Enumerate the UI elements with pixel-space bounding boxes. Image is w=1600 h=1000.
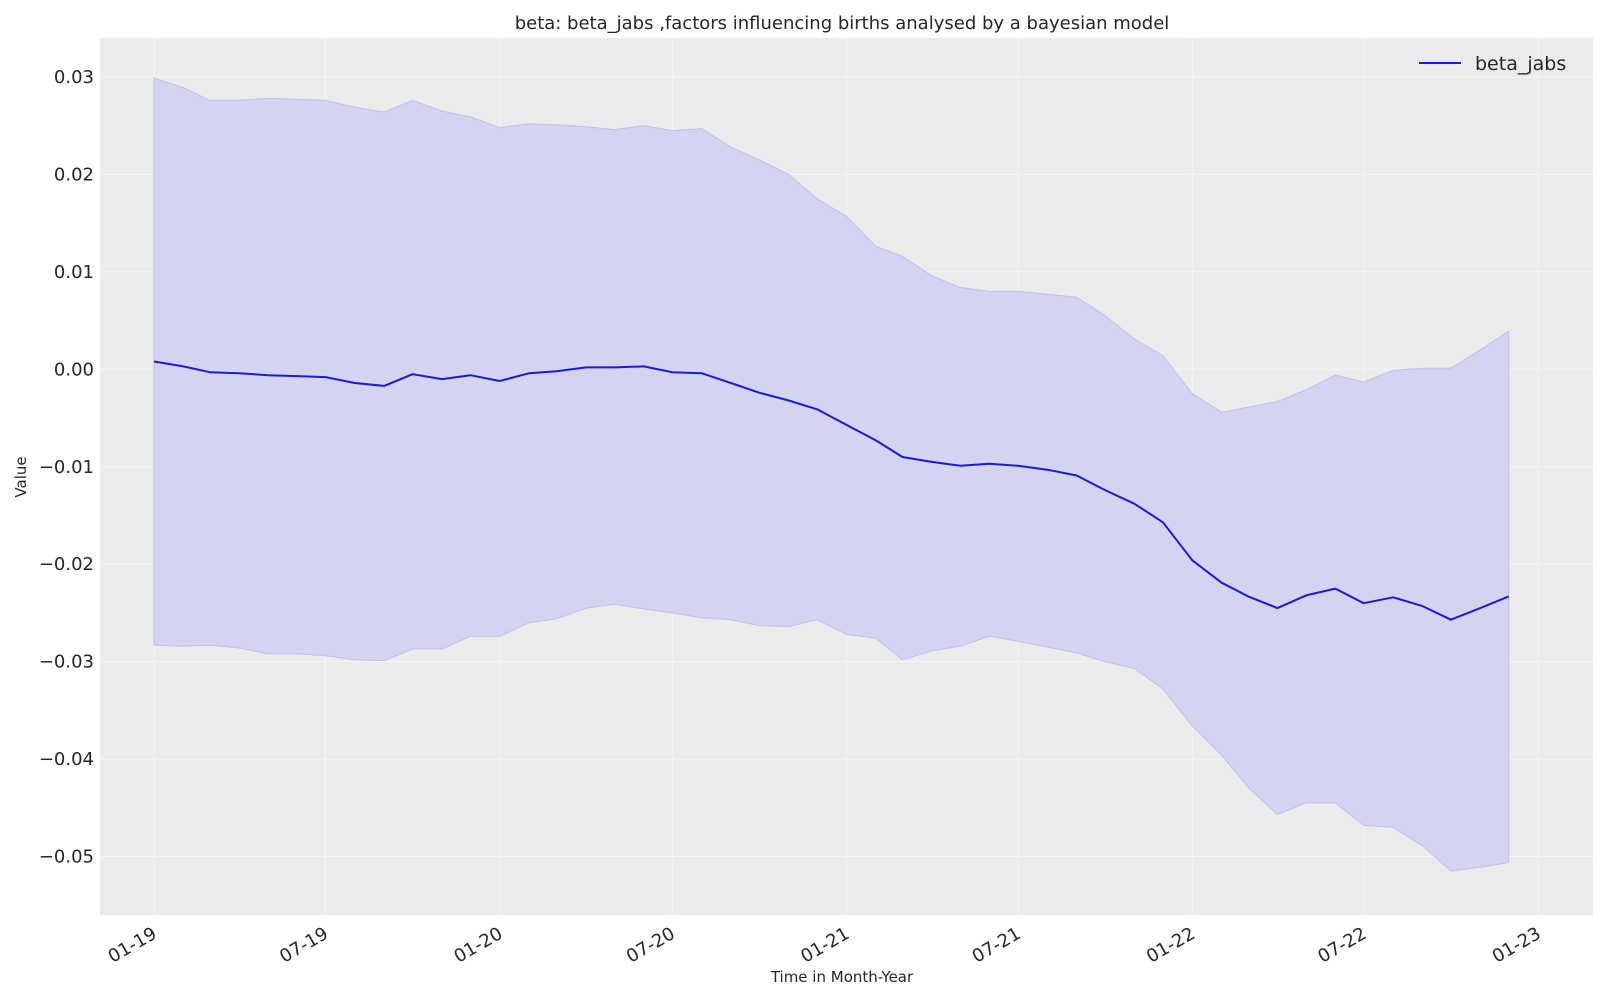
legend: beta_jabs [1419, 53, 1566, 75]
x-tick-label: 01-22 [1143, 923, 1199, 967]
x-axis-title: Time in Month-Year [770, 968, 914, 986]
y-axis-title: Value [12, 456, 30, 497]
x-tick-label: 07-19 [276, 923, 332, 967]
series-line-beta-jabs [153, 360, 1510, 621]
x-tick-label: 07-21 [969, 923, 1025, 967]
chart-title: beta: beta_jabs ,factors influencing bir… [515, 13, 1170, 34]
series-line-layer [153, 360, 1510, 621]
credible-interval-band [153, 77, 1510, 872]
y-tick-label: 0.02 [54, 164, 94, 185]
x-tick-label: 07-20 [623, 923, 679, 967]
y-tick-label: −0.05 [39, 847, 94, 868]
y-tick-label: 0.03 [54, 67, 94, 88]
hdi-band [153, 77, 1510, 872]
y-tick-label: −0.02 [39, 554, 94, 575]
x-tick-label: 01-23 [1489, 923, 1545, 967]
x-tick-label: 01-21 [797, 923, 853, 967]
x-tick-label: 07-22 [1314, 923, 1370, 967]
y-tick-label: 0.01 [54, 262, 94, 283]
legend-label: beta_jabs [1475, 53, 1566, 75]
x-tick-label: 01-20 [450, 923, 506, 967]
x-tick-label: 01-19 [105, 923, 161, 967]
x-axis-ticks: 01-19 07-19 01-20 07-20 01-21 07-21 01-22 07-22… [105, 923, 1545, 967]
y-tick-label: −0.04 [39, 749, 94, 770]
y-tick-label: −0.01 [39, 457, 94, 478]
y-axis-ticks: 0.03 0.02 0.01 0.00 −0.01 −0.02 −0.03 −0.04 −0.0… [39, 67, 94, 868]
y-tick-label: −0.03 [39, 652, 94, 673]
y-tick-label: 0.00 [54, 359, 94, 380]
